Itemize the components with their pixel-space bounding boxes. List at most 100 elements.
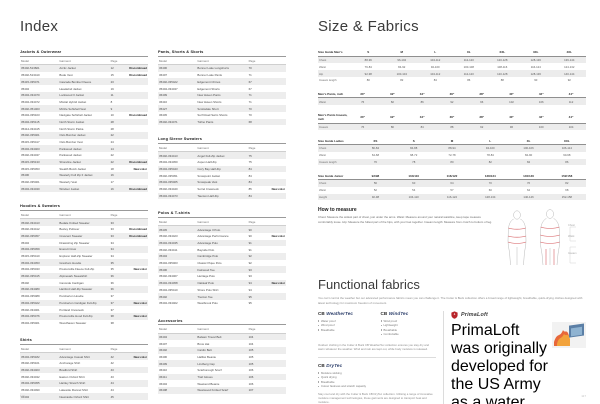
table-row[interactable]: 35404-334450 Aspen Half-Zip 75: [158, 159, 286, 166]
table-row[interactable]: 35404-334458 Oakleaf Polo 94 New color: [158, 279, 286, 287]
cell-page: 71: [247, 91, 261, 99]
table-row[interactable]: 35404 Newcastle Oxford Shirt 45: [20, 393, 148, 401]
cell-garment: Tofino Pants: [196, 118, 248, 126]
table-row[interactable]: 35402-334403 Bradford Shirt 43: [20, 366, 148, 374]
table-row[interactable]: 36407 Bonner Lake Pants 71: [158, 72, 286, 79]
cell-model: 35402-334403: [20, 366, 59, 374]
table-row[interactable]: 36402 Cardin Belt 105: [158, 347, 286, 354]
table-row[interactable]: 35402-334413 Bedale Knitted Sweater 33: [20, 218, 148, 226]
table-row[interactable]: 36416 New Haven Shorts 71: [158, 99, 286, 106]
table-row[interactable]: 35402-334411 Bayside Polo 91: [158, 246, 286, 253]
table-row[interactable]: 35402-335401 Oslo Bomber Jacket 22: [20, 131, 148, 139]
table-row[interactable]: 35404-334402 Westbrook Polo 95: [158, 300, 286, 307]
table-row[interactable]: 35427 Scottsdale Short 70: [158, 105, 286, 112]
table-row[interactable]: 35415-335471 Cascade Bomber Fleece 23: [20, 78, 148, 86]
table-row[interactable]: 35402-334423 Advantage Performance 90 New c…: [158, 233, 286, 240]
table-row[interactable]: 35402-334432 Easton Oxford Shirt 43: [20, 373, 148, 380]
table-row[interactable]: 35404-334437 Edgemont Shorts 67: [158, 85, 286, 92]
cell-model: 35402-334490: [21, 388, 40, 393]
cell-model: 35404-335463: [159, 261, 178, 266]
status-badge: Discontinued: [129, 73, 147, 78]
table-row[interactable]: 35404-334435 Advantage Polo 91: [158, 239, 286, 247]
table-row[interactable]: 35404-335455 Hartley Stretch Shirt 44: [20, 380, 148, 387]
table-row[interactable]: 35402 Trenton Tee 95: [158, 293, 286, 300]
table-row[interactable]: 35402-351463 Mizzle Softshell Vest 9: [20, 105, 148, 112]
measure-label: Height: [318, 193, 357, 201]
table-row[interactable]: 35404-335433 Prestonville Fleece Full-Zip…: [20, 266, 148, 273]
table-row[interactable]: 35404-334473 Taunton Half-Zip 84: [158, 192, 286, 200]
size-value: 78: [394, 158, 433, 166]
table-row[interactable]: 35404-334403 Parkwood Jacket 14: [20, 145, 148, 153]
table-row[interactable]: 36407 Brow Hat 104: [158, 340, 286, 347]
table-row[interactable]: 35402-334461 Portland Crewneck 37: [20, 306, 148, 313]
size-value: 82: [377, 97, 408, 106]
table-row[interactable]: 35406 Fairwood Tee 93: [158, 266, 286, 274]
status-badge: New color: [122, 299, 148, 307]
table-row[interactable]: 35402-513821 Arctic Jacket 12 Discontinued: [20, 64, 148, 72]
table-row[interactable]: 35415-335417 Oslo Bomber Vest 24: [20, 139, 148, 146]
table-row[interactable]: 35402-334480 Hartford Half-Zip Sweater 36: [20, 286, 148, 293]
table-row[interactable]: 35404-335443 Cozy Bay Half-Zip 84: [158, 165, 286, 173]
table-row[interactable]: 36410 Scarborough Scarf 106: [158, 367, 286, 374]
index-col-header-flag: [122, 345, 148, 354]
table-row[interactable]: 35404-335401 Woodhaven Sweater 38: [20, 320, 148, 327]
table-row[interactable]: 35402-334437 Parkwood Jacket 22: [20, 152, 148, 159]
table-row[interactable]: 35402-334490 Lakeside Flannel Shirt 44: [20, 387, 148, 394]
table-row[interactable]: 35402-334467 Heritage Polo 93: [158, 273, 286, 280]
index-col-header-garment: Garment: [58, 345, 110, 354]
index-section: Long Sleeve Sweaters Model Garment Page 3540…: [158, 136, 286, 200]
table-row[interactable]: 36411 Trail Gloves 106: [158, 373, 286, 381]
table-row[interactable]: 35402-335461 Westerly Vest 17: [20, 179, 148, 186]
table-row[interactable]: 35402-334412 Bexley Pullover 33 Discontinue…: [20, 226, 148, 233]
table-row[interactable]: 36408 Westwood Knitted Scarf 107: [158, 387, 286, 394]
table-row[interactable]: 35404-334453 Gresham Hoodie 35: [20, 259, 148, 267]
table-row[interactable]: 35404-334470 Lockwood II Jacket 11: [20, 91, 148, 99]
table-row[interactable]: 35402-335422 Edgemont Chinos 67: [158, 78, 286, 86]
table-row[interactable]: 36406 Bonner Lake Longshorts 70: [158, 64, 286, 72]
table-row[interactable]: 35402-334471 Tofino Pants 68: [158, 118, 286, 126]
table-row[interactable]: 35402-334413 Angel Full-Zip Jacket 75: [158, 151, 286, 160]
size-value: 116-122: [432, 193, 472, 201]
table-row[interactable]: 36409 Lindberg Cap 105: [158, 360, 286, 368]
size-value: 82: [400, 78, 404, 83]
cell-page: 84: [247, 165, 261, 173]
table-row[interactable]: 35415-335453 Stealth Bomb Jacket 18 New col…: [20, 165, 148, 172]
table-row[interactable]: 35404 Cambridge Polo 92: [158, 253, 286, 260]
weathertec-bullets: Water proof Wind proof Breathable: [318, 319, 374, 332]
table-row[interactable]: 35402-335101 Anchorage Shirt 42: [20, 360, 148, 367]
table-row[interactable]: 35404-335422 Pemberton Cardigan Full-Zip 3…: [20, 299, 148, 307]
table-row[interactable]: 35402 Canonde Cardigan 36: [20, 279, 148, 286]
table-row[interactable]: 35404-335103 Navigate Softshell Jacket 10 D…: [20, 112, 148, 119]
status-badge: [122, 139, 148, 146]
table-row[interactable]: 35404-335476 Prestonville Hood Full-Zip 38…: [20, 312, 148, 320]
table-row[interactable]: 35415-335410 Explorer Half-Zip Sweater 34: [20, 253, 148, 260]
table-row[interactable]: 35445 Advantage II Polo 90: [158, 225, 286, 233]
size-value: 68: [565, 188, 569, 193]
table-row[interactable]: 35404 Headwind Jacket 19: [20, 85, 148, 92]
cell-page: 92: [247, 253, 261, 260]
table-row[interactable]: 36404 Weekend Beanie 106: [158, 380, 286, 387]
table-row[interactable]: 36404 Balsam Travel Belt 104: [158, 333, 286, 341]
table-row[interactable]: 35404-334472 Mistral Hybrid Jacket 8: [20, 99, 148, 106]
table-row[interactable]: 35404-335489 Pemberton Hoodie 37: [20, 293, 148, 300]
table-row[interactable]: 35406 Westerly Full Zip II Jacket 16: [20, 172, 148, 179]
table-row[interactable]: 36445 Surf Road Swim Shorts 70: [158, 112, 286, 119]
table-row[interactable]: 35402-335415 Alpinesark Sweatshirt 36: [20, 272, 148, 280]
table-row[interactable]: 35402-334440 Sorrel Crewneck 85 New color: [158, 186, 286, 193]
size-value: 86: [407, 97, 438, 106]
table-row[interactable]: 35404-334430 Windsor Jacket 16 Discontinued: [20, 185, 148, 193]
table-row[interactable]: 35414-334415 North Storm Parka 28: [20, 125, 148, 132]
table-row[interactable]: 35404-335465 Snowpeak Vest 84: [158, 179, 286, 186]
table-row[interactable]: 35404-335115 North Storm Jacket 28: [20, 118, 148, 126]
table-row[interactable]: 35415-335133 Shoreline Jacket 22 Discontinu…: [20, 158, 148, 166]
table-row[interactable]: 35404 Drawstring Zip Sweater 34: [20, 239, 148, 246]
table-row[interactable]: 35404-335463 Classic Pique Polo 92: [158, 260, 286, 267]
table-row[interactable]: 35404-335182 Advantage Casual Shirt 42 New …: [20, 352, 148, 361]
table-row[interactable]: 36406 Halifax Beanie 105: [158, 354, 286, 361]
table-row[interactable]: 36409 New Haven Pants 71: [158, 91, 286, 99]
table-row[interactable]: 35402-335457 Crescent Sweater 33 Discontinu…: [20, 232, 148, 240]
table-row[interactable]: 35404-335459 Everett Crew 34: [20, 246, 148, 253]
table-row[interactable]: 35404-335410 Shore Polo Shirt 94: [158, 286, 286, 293]
table-row[interactable]: 35402-335451 Snowpoint Jacket 84: [158, 172, 286, 179]
table-row[interactable]: 35402-513410 Bude Vest 15 Discontinued: [20, 72, 148, 79]
